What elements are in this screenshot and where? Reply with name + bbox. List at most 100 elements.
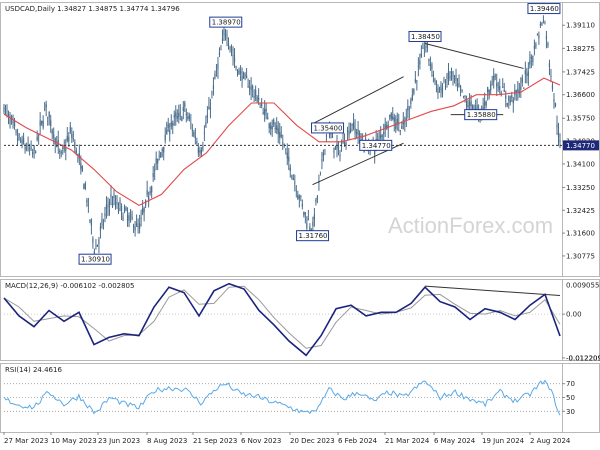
candle-body: [77, 154, 79, 156]
candle-body: [129, 214, 132, 216]
candle-body: [143, 207, 145, 213]
candle-body: [238, 70, 240, 74]
candle-body: [75, 150, 77, 154]
candle-body: [530, 56, 532, 59]
x-tick-label: 6 Feb 2024: [338, 437, 378, 445]
candle-body: [432, 74, 435, 76]
candle-body: [187, 116, 189, 119]
x-axis: 27 Mar 2023 10 May 2023 23 Jun 2023 8 Aug 2…: [3, 432, 571, 445]
candle-body: [449, 75, 451, 79]
candle-body: [497, 87, 499, 89]
candle-body: [167, 124, 169, 128]
candle-body: [105, 204, 108, 210]
candle-body: [548, 63, 551, 68]
candle-body: [15, 130, 17, 133]
candle-body: [405, 117, 407, 121]
candle-body: [172, 123, 174, 126]
candle-body: [482, 106, 484, 110]
candle-body: [126, 215, 129, 222]
candle-body: [496, 83, 498, 87]
candle-body: [158, 155, 160, 157]
candle-body: [227, 43, 230, 46]
candle-body: [69, 126, 71, 133]
candle-body: [458, 83, 460, 86]
candle-body: [253, 95, 255, 98]
candle-body: [536, 34, 538, 36]
candle-body: [393, 117, 395, 122]
candle-body: [551, 84, 554, 90]
candle-body: [529, 60, 531, 65]
candle-body: [544, 22, 546, 24]
candle-body: [131, 216, 133, 220]
candle-body: [455, 74, 457, 81]
x-tick-label: 23 Jun 2023: [98, 437, 140, 445]
candle-body: [437, 88, 439, 94]
candle-body: [324, 149, 326, 151]
candle-body: [500, 92, 502, 95]
candle-body: [425, 47, 427, 48]
candle-body: [410, 100, 412, 104]
candle-body: [72, 138, 74, 139]
candle-body: [142, 208, 144, 214]
candle-body: [386, 125, 388, 129]
watermark: ActionForex.com: [388, 213, 553, 238]
candle-body: [392, 116, 394, 119]
candle-body: [160, 152, 162, 158]
candle-body: [291, 175, 293, 177]
candle-body: [517, 88, 519, 92]
x-tick-label: 6 May 2024: [434, 437, 476, 445]
candle-body: [185, 113, 187, 116]
candle-body: [3, 106, 5, 113]
candle-body: [420, 53, 422, 57]
candle-body: [505, 95, 507, 99]
pivot-label-box: [527, 3, 561, 15]
candle-body: [264, 108, 266, 115]
candle-body: [53, 134, 55, 138]
candle-body: [108, 201, 111, 208]
candle-body: [39, 120, 41, 126]
rsi-title: RSI(14) 24.4616: [5, 366, 62, 374]
candle-body: [194, 136, 196, 139]
x-tick-label: 8 Aug 2023: [147, 437, 187, 445]
candle-body: [313, 214, 315, 220]
candle-body: [378, 136, 380, 137]
candle-body: [499, 86, 501, 90]
candle-body: [450, 71, 453, 74]
candle-body: [488, 89, 490, 96]
candle-body: [125, 207, 127, 211]
candle-body: [229, 46, 231, 50]
candle-body: [60, 152, 62, 154]
price-tag-label: 1.34770: [566, 142, 595, 150]
candle-body: [140, 217, 142, 219]
candle-body: [438, 92, 441, 93]
candle-body: [276, 125, 278, 131]
candle-body: [476, 105, 478, 109]
candle-body: [191, 129, 193, 131]
candle-body: [134, 227, 136, 231]
candle-body: [241, 76, 243, 81]
candle-body: [470, 101, 472, 107]
candle-body: [523, 87, 525, 89]
candle-body: [68, 136, 70, 142]
candle-body: [428, 58, 430, 62]
candle-body: [435, 81, 438, 85]
candle-body: [47, 116, 49, 118]
candle-body: [408, 109, 410, 111]
candle-body: [545, 36, 548, 40]
candle-body: [342, 141, 344, 144]
candle-body: [148, 196, 150, 203]
candle-body: [526, 73, 528, 76]
y-tick-label: 1.35750: [566, 115, 595, 123]
candle-body: [354, 127, 356, 134]
candle-body: [267, 117, 269, 120]
candle-body: [196, 141, 198, 144]
candle-body: [414, 79, 416, 82]
candle-body: [212, 85, 215, 90]
candle-body: [220, 49, 222, 51]
y-tick-label: 70: [566, 380, 575, 388]
candle-body: [535, 43, 537, 48]
candle-body: [50, 120, 52, 127]
candle-body: [152, 173, 154, 177]
candle-body: [542, 20, 545, 22]
pivot-label-box: [408, 31, 442, 43]
